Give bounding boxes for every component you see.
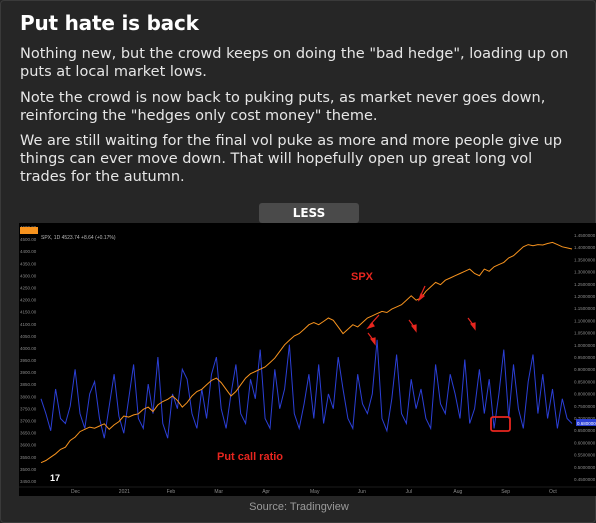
left-tick-label: 3600.00 xyxy=(20,443,37,448)
right-tick-label: 0.8000000 xyxy=(574,392,596,397)
left-tick-label: 3850.00 xyxy=(20,382,37,387)
x-tick-label: Feb xyxy=(167,489,176,495)
post-title: Put hate is back xyxy=(20,11,199,35)
left-tick-label: 4400.00 xyxy=(20,249,37,254)
x-tick-label: Dec xyxy=(71,489,80,495)
left-tick-label: 3550.00 xyxy=(20,455,37,460)
right-tick-label: 0.9500000 xyxy=(574,355,596,360)
annotation-arrows xyxy=(366,285,476,346)
left-tick-label: 3750.00 xyxy=(20,406,37,411)
left-tick-label: 4250.00 xyxy=(20,285,37,290)
left-tick-label: 3900.00 xyxy=(20,370,37,375)
chart-svg: 4600.004500.004400.004350.004300.004250.… xyxy=(19,223,596,496)
right-tick-label: 0.5500000 xyxy=(574,453,596,458)
x-axis: Dec 2021 Feb Mar Apr May Jun Jul Aug Sep Oct xyxy=(71,489,557,495)
chart-header: SPX, 1D 4523.74 +8.64 (+0.17%) xyxy=(41,235,116,241)
right-tick-label: 0.5000000 xyxy=(574,465,596,470)
x-tick-label: Aug xyxy=(453,489,462,495)
right-tick-label: 1.0500000 xyxy=(574,331,596,336)
left-tick-label: 3500.00 xyxy=(20,467,37,472)
left-tick-label: 3800.00 xyxy=(20,394,37,399)
left-tick-label: 3700.00 xyxy=(20,419,37,424)
left-tick-label: 4100.00 xyxy=(20,322,37,327)
right-axis: 1.4500000 1.4000000 1.3500000 1.3000000 1.25… xyxy=(574,233,596,482)
left-tick-label: 4300.00 xyxy=(20,273,37,278)
right-tick-label: 0.7500000 xyxy=(574,404,596,409)
x-tick-label: Oct xyxy=(549,489,557,495)
x-tick-label: Apr xyxy=(262,489,270,495)
right-tick-label: 1.2000000 xyxy=(574,294,596,299)
series-spx-line xyxy=(40,241,573,464)
less-button[interactable]: LESS xyxy=(259,203,359,223)
right-tick-label: 0.7000000 xyxy=(574,416,596,421)
right-tick-label: 0.8500000 xyxy=(574,379,596,384)
x-tick-label: Jul xyxy=(406,489,412,495)
left-tick-label: 4050.00 xyxy=(20,334,37,339)
right-tick-label: 1.0000000 xyxy=(574,343,596,348)
x-tick-label: Sep xyxy=(501,489,510,495)
right-tick-label: 1.1000000 xyxy=(574,318,596,323)
right-tick-label: 1.1500000 xyxy=(574,306,596,311)
ratio-current-tag xyxy=(576,419,596,426)
right-tick-label: 1.3000000 xyxy=(574,270,596,275)
ratio-current-label: 0.6800000 xyxy=(577,421,596,426)
x-tick-label: Mar xyxy=(214,489,223,495)
annotation-put-call-ratio: Put call ratio xyxy=(217,451,283,463)
spx-tag xyxy=(20,227,38,234)
left-tick-label: 3650.00 xyxy=(20,431,37,436)
right-tick-label: 1.4000000 xyxy=(574,245,596,250)
x-tick-label: May xyxy=(310,489,320,495)
post-paragraph-3: We are still waiting for the final vol p… xyxy=(20,133,562,185)
right-tick-label: 0.9000000 xyxy=(574,367,596,372)
left-tick-label: 4350.00 xyxy=(20,261,37,266)
post-paragraph-1: Nothing new, but the crowd keeps on doin… xyxy=(20,46,569,80)
right-tick-label: 0.6000000 xyxy=(574,440,596,445)
highlight-box xyxy=(490,416,511,432)
post-paragraph-2: Note the crowd is now back to puking put… xyxy=(20,90,546,124)
left-tick-label: 4150.00 xyxy=(20,310,37,315)
x-tick-label: Jun xyxy=(358,489,366,495)
left-tick-label: 4000.00 xyxy=(20,346,37,351)
series-put-call-ratio-line xyxy=(40,339,573,439)
left-tick-label: 4200.00 xyxy=(20,298,37,303)
left-tick-label: 3450.00 xyxy=(20,479,37,484)
annotation-spx: SPX xyxy=(351,271,374,283)
right-tick-label: 0.6500000 xyxy=(574,428,596,433)
right-tick-label: 1.3500000 xyxy=(574,257,596,262)
tradingview-logo: 17 xyxy=(50,473,60,483)
chart-image: 4600.004500.004400.004350.004300.004250.… xyxy=(19,223,596,496)
left-tick-label: 4500.00 xyxy=(20,237,37,242)
left-tick-label: 3950.00 xyxy=(20,358,37,363)
right-tick-label: 1.2500000 xyxy=(574,282,596,287)
x-tick-label: 2021 xyxy=(119,489,130,495)
source-caption: Source: Tradingview xyxy=(249,501,349,513)
right-tick-label: 0.4500000 xyxy=(574,477,596,482)
right-tick-label: 1.4500000 xyxy=(574,233,596,238)
